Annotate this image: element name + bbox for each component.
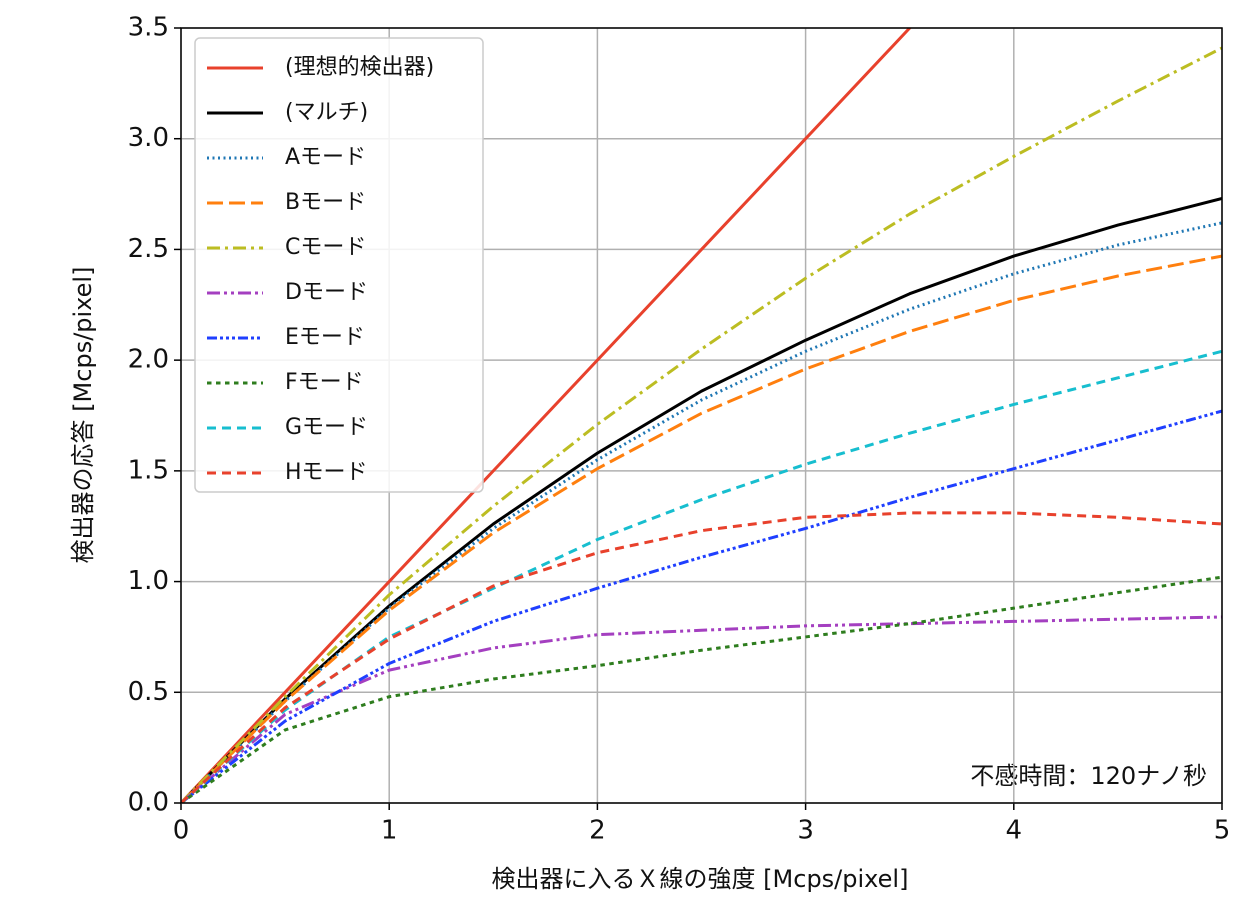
legend-label: Cモード xyxy=(285,235,366,260)
legend-label: Dモード xyxy=(285,280,368,305)
y-tick-label: 0.5 xyxy=(128,677,169,707)
series-line xyxy=(181,575,1222,803)
y-tick-label: 3.0 xyxy=(128,123,169,153)
y-axis-label: 検出器の応答 [Mcps/pixel] xyxy=(69,267,97,564)
x-tick-label: 1 xyxy=(381,816,398,846)
legend-label: (理想的検出器) xyxy=(285,55,434,80)
y-tick-label: 3.5 xyxy=(128,13,169,43)
series-line xyxy=(181,409,1222,803)
x-axis-label: 検出器に入るＸ線の強度 [Mcps/pixel] xyxy=(492,865,909,893)
series-line xyxy=(181,511,1222,803)
legend-box xyxy=(194,37,484,493)
y-tick-label: 0.0 xyxy=(128,788,169,818)
legend-label: Fモード xyxy=(285,370,364,395)
legend-label: Eモード xyxy=(285,325,365,350)
plot-area xyxy=(181,28,1222,803)
series-line xyxy=(181,46,1222,803)
legend-label: Bモード xyxy=(285,190,366,215)
series-line xyxy=(181,615,1222,803)
series-line xyxy=(181,197,1222,803)
legend: (理想的検出器) (マルチ) Aモード Bモード Cモード Dモード Eモード Fモード Gモー… xyxy=(194,37,484,493)
y-tick-label: 1.5 xyxy=(128,455,169,485)
y-tick-label: 2.5 xyxy=(128,234,169,264)
series-line xyxy=(181,254,1222,803)
y-tick-label: 1.0 xyxy=(128,566,169,596)
legend-label: Hモード xyxy=(285,460,368,485)
series-line xyxy=(181,221,1222,803)
x-tick-label: 0 xyxy=(173,816,190,846)
legend-label: (マルチ) xyxy=(285,100,368,125)
plot-frame xyxy=(180,27,1223,804)
x-tick-label: 3 xyxy=(797,816,814,846)
legend-label: Aモード xyxy=(285,145,366,170)
series-line xyxy=(181,28,912,803)
x-tick-label: 2 xyxy=(589,816,606,846)
legend-label: Gモード xyxy=(285,415,368,440)
x-tick-label: 5 xyxy=(1214,816,1231,846)
series-line xyxy=(181,349,1222,803)
y-tick-label: 2.0 xyxy=(128,345,169,375)
annotation: 不感時間：120ナノ秒 xyxy=(970,762,1207,790)
x-tick-label: 4 xyxy=(1006,816,1023,846)
